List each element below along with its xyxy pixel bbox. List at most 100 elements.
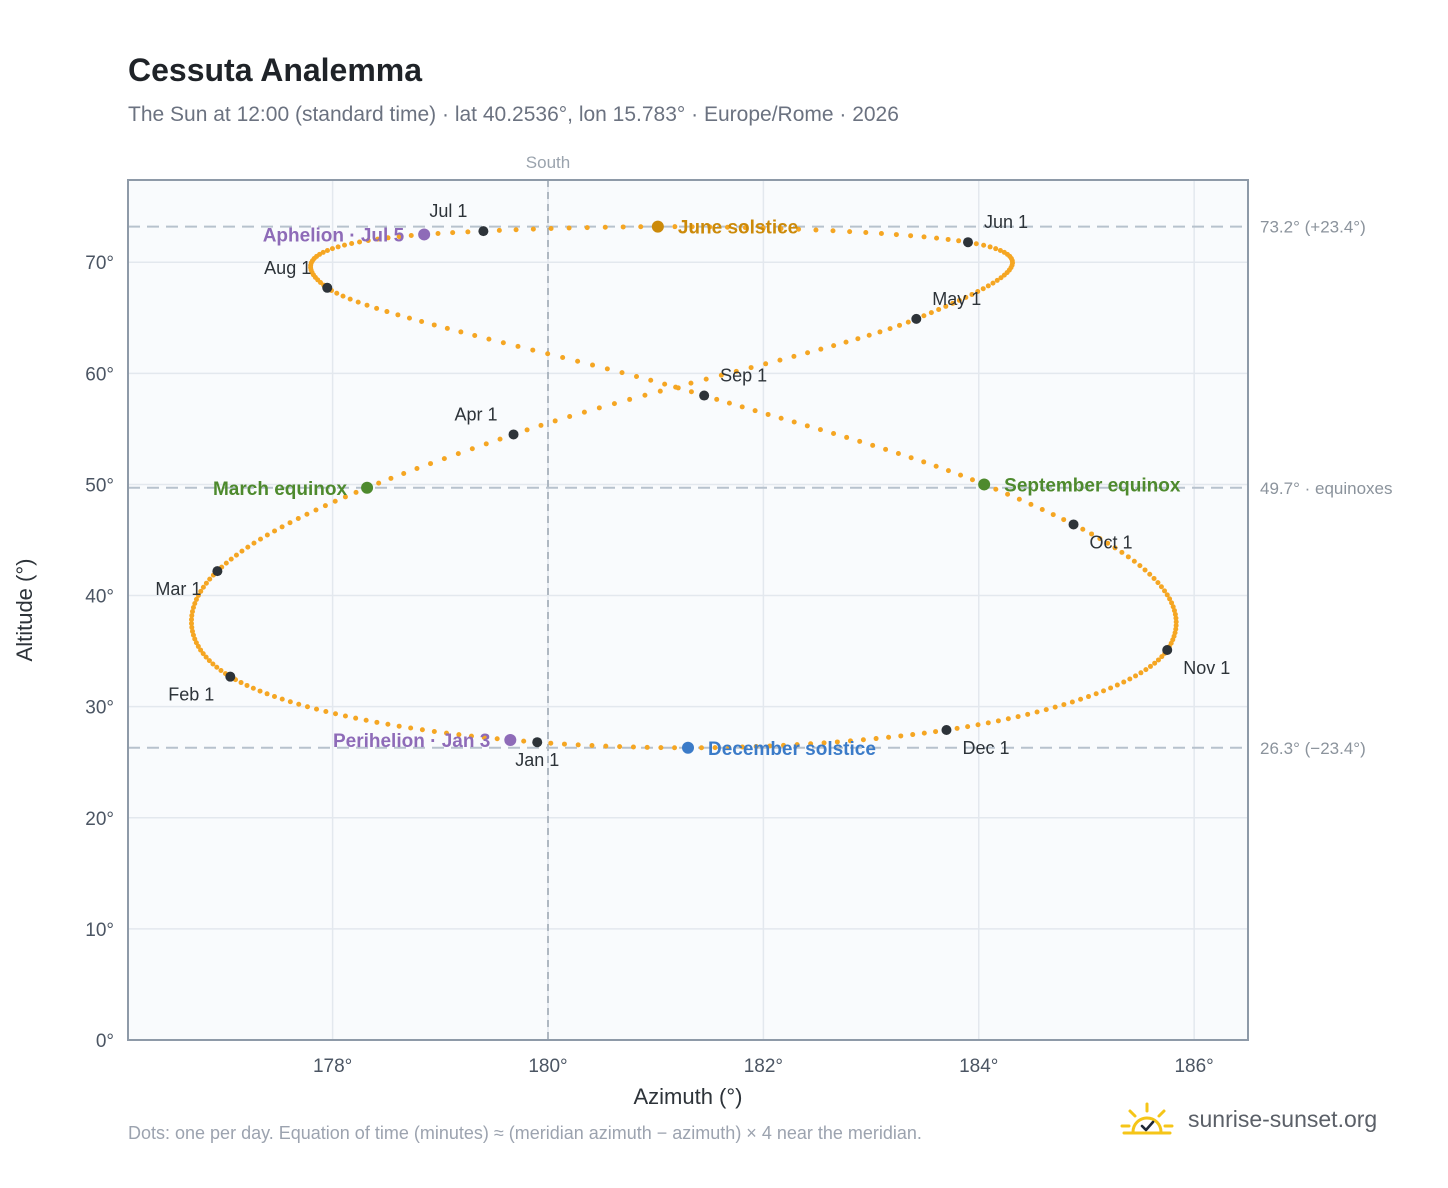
day-dot xyxy=(332,498,338,504)
day-dot xyxy=(396,234,402,240)
day-dot xyxy=(1162,588,1168,594)
month-point xyxy=(699,390,710,401)
day-dot xyxy=(975,722,981,728)
day-dot xyxy=(688,389,694,395)
day-dot xyxy=(581,409,587,415)
plot-area xyxy=(128,180,1248,1040)
brand[interactable]: sunrise-sunset.org xyxy=(1120,1102,1377,1136)
day-dot xyxy=(1142,567,1148,573)
month-point xyxy=(212,566,223,577)
footnote: Dots: one per day. Equation of time (min… xyxy=(128,1123,922,1143)
x-tick-label: 182° xyxy=(744,1056,783,1077)
day-dot xyxy=(857,438,863,444)
day-dot xyxy=(672,745,678,751)
day-dot xyxy=(1133,673,1139,679)
day-dot xyxy=(1152,660,1158,666)
day-dot xyxy=(855,336,861,342)
day-dot xyxy=(596,405,602,411)
day-dot xyxy=(396,723,402,729)
day-dot xyxy=(441,456,447,462)
day-dot xyxy=(870,442,876,448)
day-dot xyxy=(765,411,771,417)
day-dot xyxy=(530,226,536,232)
day-dot xyxy=(997,247,1003,253)
month-markers: Jan 1 Feb 1 Mar 1 Apr 1 May 1 Jun 1 Jul 1 Aug 1… xyxy=(155,201,1230,770)
day-dot xyxy=(813,227,819,233)
day-dot xyxy=(513,227,519,233)
day-dot xyxy=(214,664,220,670)
day-dot xyxy=(739,744,745,750)
day-dot xyxy=(898,733,904,739)
day-dot xyxy=(662,381,668,387)
day-dot xyxy=(905,319,911,325)
day-dot xyxy=(1155,657,1161,663)
day-dot xyxy=(575,742,581,748)
day-dot xyxy=(521,738,527,744)
day-dot xyxy=(648,377,654,383)
day-dot xyxy=(1005,716,1011,722)
day-dot xyxy=(873,736,879,742)
day-dot xyxy=(703,376,709,382)
day-dot xyxy=(945,236,951,242)
day-dot xyxy=(272,528,278,534)
day-dot xyxy=(714,396,720,402)
day-dot xyxy=(548,740,554,746)
day-dot xyxy=(1131,558,1137,564)
day-dot xyxy=(808,741,814,747)
day-dot xyxy=(619,370,625,376)
day-dot xyxy=(198,647,204,653)
day-dot xyxy=(1028,501,1034,507)
day-dot xyxy=(1089,531,1095,537)
month-label: Jan 1 xyxy=(515,750,559,770)
chart-subtitle: The Sun at 12:00 (standard time) · lat 4… xyxy=(128,103,899,126)
day-dot xyxy=(200,584,206,590)
day-dot xyxy=(347,296,353,302)
event-label: March equinox xyxy=(213,479,348,500)
day-dot xyxy=(928,310,934,316)
month-point xyxy=(1068,519,1079,530)
day-dot xyxy=(538,422,544,428)
day-dot xyxy=(973,241,979,247)
day-dot xyxy=(192,600,198,606)
day-dot xyxy=(190,632,196,638)
day-dot xyxy=(406,315,412,321)
day-dot xyxy=(314,706,320,712)
y-tick-label: 20° xyxy=(85,809,114,830)
day-dot xyxy=(376,480,382,486)
day-dot xyxy=(921,313,927,319)
day-dot xyxy=(1147,663,1153,669)
day-dot xyxy=(604,366,610,372)
day-dot xyxy=(264,532,270,538)
month-label: Apr 1 xyxy=(455,404,498,424)
day-dot xyxy=(767,743,773,749)
day-dot xyxy=(566,225,572,231)
day-dot xyxy=(1101,688,1107,694)
day-dot xyxy=(1143,667,1149,673)
day-dot xyxy=(251,540,257,546)
day-dot xyxy=(334,290,340,296)
day-dot xyxy=(223,560,229,566)
day-dot xyxy=(1016,496,1022,502)
day-dot xyxy=(363,717,369,723)
month-label: Jun 1 xyxy=(984,212,1028,232)
day-dot xyxy=(985,720,991,726)
day-dot xyxy=(1105,540,1111,546)
day-dot xyxy=(638,224,644,230)
day-dot xyxy=(794,742,800,748)
day-dot xyxy=(1151,575,1157,581)
x-tick-label: 184° xyxy=(959,1056,998,1077)
day-dot xyxy=(364,302,370,308)
day-dot xyxy=(698,745,704,751)
day-dot xyxy=(1169,600,1175,606)
day-dot xyxy=(1170,604,1176,610)
day-dot xyxy=(456,732,462,738)
day-dot xyxy=(804,423,810,429)
y-tick-label: 70° xyxy=(85,253,114,274)
day-dot xyxy=(206,658,212,664)
y-tick-label: 0° xyxy=(96,1031,114,1052)
day-dot xyxy=(602,224,608,230)
month-point xyxy=(322,282,333,293)
day-dot xyxy=(887,326,893,332)
day-dot xyxy=(831,431,837,437)
day-dot xyxy=(630,744,636,750)
